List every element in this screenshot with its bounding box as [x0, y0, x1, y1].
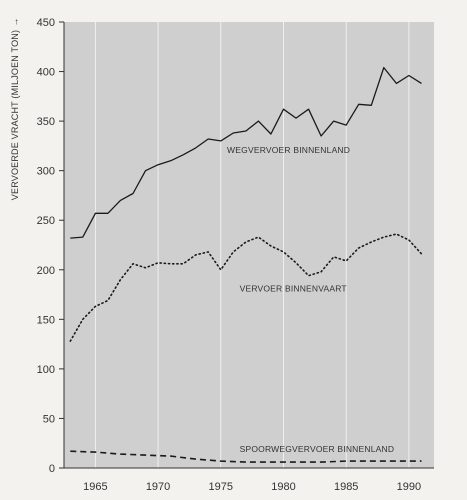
y-tick-label: 450 — [37, 17, 55, 29]
y-tick-label: 100 — [37, 364, 55, 376]
y-axis-title: VERVOERDE VRACHT (MILJOEN TON) — [10, 30, 20, 200]
y-axis-title-group: VERVOERDE VRACHT (MILJOEN TON) → — [10, 17, 20, 200]
series-labels: WEGVERVOER BINNENLAND VERVOER BINNENVAART… — [227, 145, 394, 454]
y-tick-label: 250 — [37, 215, 55, 227]
axes: 1965 1970 1975 1980 1985 1990 0 50 100 150 200 250 3… — [37, 17, 434, 493]
series-group — [69, 66, 423, 463]
x-tick-label: 1985 — [334, 481, 358, 493]
x-tick-label: 1990 — [397, 481, 421, 493]
series-line-0 — [70, 66, 422, 239]
y-tick-label: 0 — [49, 463, 55, 475]
x-tick-label: 1970 — [146, 481, 170, 493]
x-tick-label: 1980 — [271, 481, 295, 493]
grid-lines — [94, 22, 410, 468]
y-tick-label: 50 — [43, 413, 55, 425]
y-tick-label: 150 — [37, 314, 55, 326]
series-line-2 — [70, 450, 422, 463]
x-tick-label: 1965 — [83, 481, 107, 493]
y-axis-arrow: → — [10, 17, 20, 26]
y-tick-label: 200 — [37, 265, 55, 277]
y-tick-label: 350 — [37, 116, 55, 128]
y-tick-label: 300 — [37, 166, 55, 178]
x-tick-label: 1975 — [209, 481, 233, 493]
series-label: VERVOER BINNENVAART — [240, 284, 347, 294]
y-tick-label: 400 — [37, 67, 55, 79]
series-label: WEGVERVOER BINNENLAND — [227, 145, 350, 155]
plot-background — [64, 22, 434, 468]
series-label: SPOORWEGVERVOER BINNENLAND — [240, 444, 395, 454]
series-line-1 — [69, 233, 423, 342]
